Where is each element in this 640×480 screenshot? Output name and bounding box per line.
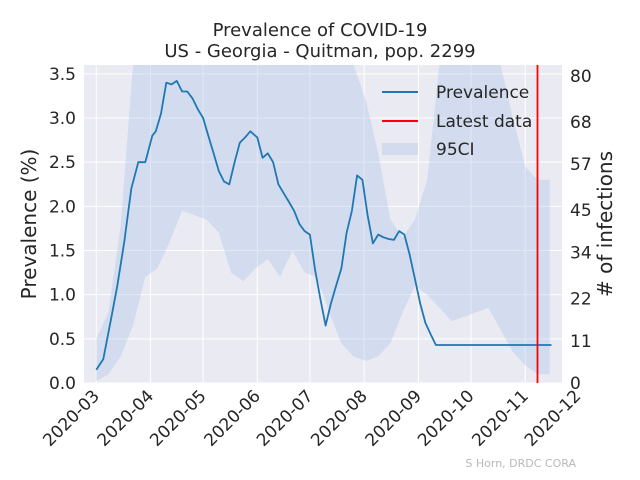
y-ticks-right: 0 11 22 34 45 57 68 80 — [570, 67, 592, 394]
x-tick-label: 2020-11 — [468, 386, 532, 450]
y-ticks-left: 0.0 0.5 1.0 1.5 2.0 2.5 3.0 3.5 — [49, 65, 76, 394]
line-layer — [95, 80, 552, 371]
x-tick-label: 2020-06 — [201, 386, 265, 450]
y-tick-label: 1.0 — [49, 286, 76, 306]
x-tick-label: 2020-07 — [253, 386, 317, 450]
x-tick-label: 2020-04 — [94, 386, 158, 450]
legend-label-ci: 95CI — [436, 140, 475, 160]
y-tick-label: 3.0 — [49, 109, 76, 129]
y2-tick-label: 22 — [570, 290, 592, 310]
y-tick-label: 0.0 — [49, 374, 76, 394]
chart-title: Prevalence of COVID-19 — [213, 20, 428, 41]
y2-tick-label: 57 — [570, 155, 592, 175]
legend-label-prevalence: Prevalence — [436, 83, 529, 103]
y-tick-label: 3.5 — [49, 65, 76, 85]
y2-tick-label: 34 — [570, 243, 592, 263]
ci-band — [96, 65, 550, 382]
y2-tick-label: 11 — [570, 332, 592, 352]
x-tick-label: 2020-03 — [39, 386, 103, 450]
chart-subtitle: US - Georgia - Quitman, pop. 2299 — [164, 41, 475, 62]
legend-swatch-ci — [382, 143, 418, 155]
y2-tick-label: 45 — [570, 201, 592, 221]
y-tick-label: 0.5 — [49, 330, 76, 350]
x-tick-label: 2020-05 — [146, 386, 210, 450]
x-tick-label: 2020-12 — [521, 386, 585, 450]
x-tick-label: 2020-10 — [414, 386, 478, 450]
gridlines — [84, 65, 562, 384]
ci-layer — [96, 65, 550, 382]
prevalence-line — [95, 80, 552, 371]
y2-tick-label: 68 — [570, 113, 592, 133]
y2-tick-label: 0 — [570, 374, 581, 394]
y-axis-label: Prevalence (%) — [17, 149, 41, 300]
legend-label-latest: Latest data — [436, 112, 532, 132]
y2-tick-label: 80 — [570, 67, 592, 87]
y2-axis-label: # of infections — [593, 151, 617, 297]
y-tick-label: 2.5 — [49, 153, 76, 173]
x-tick-label: 2020-08 — [307, 386, 371, 450]
y-tick-label: 2.0 — [49, 197, 76, 217]
y-tick-label: 1.5 — [49, 242, 76, 262]
legend: Prevalence Latest data 95CI — [382, 83, 532, 160]
x-tick-label: 2020-09 — [362, 386, 426, 450]
x-ticks: 2020-032020-042020-052020-062020-072020-… — [39, 386, 585, 450]
credit-text: S Horn, DRDC CORA — [465, 457, 576, 470]
